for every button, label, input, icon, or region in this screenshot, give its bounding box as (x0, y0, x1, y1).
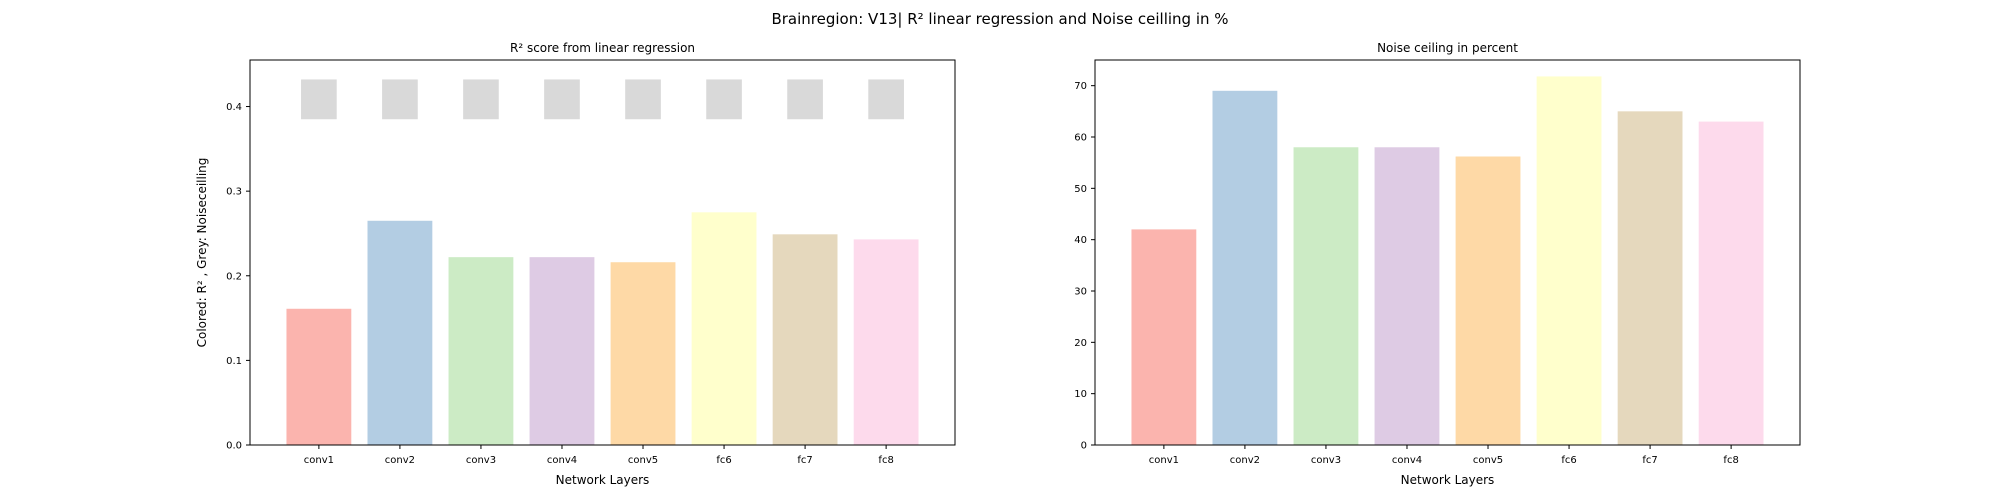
r2-ytick-label: 0.2 (226, 271, 242, 282)
r2-xtick-label-fc7: fc7 (797, 455, 812, 466)
nc-ytick-label: 40 (1074, 235, 1087, 246)
nc-ytick-label: 50 (1074, 184, 1087, 195)
r2-noise-ceiling-conv3 (463, 79, 499, 120)
r2-chart: R² score from linear regression conv1 conv… (195, 41, 956, 487)
r2-y-axis-label: Colored: R² , Grey: Noiseceilling (195, 158, 209, 348)
nc-x-axis-label: Network Layers (1401, 473, 1495, 487)
r2-xtick-label-conv4: conv4 (547, 455, 577, 466)
r2-bar-conv1 (286, 308, 352, 445)
nc-bar-conv5 (1455, 156, 1521, 446)
nc-ytick-label: 0 (1081, 441, 1087, 452)
r2-bar-fc8 (853, 239, 919, 445)
r2-xtick-label-conv2: conv2 (385, 455, 415, 466)
nc-xtick-label-conv3: conv3 (1311, 455, 1341, 466)
nc-ytick-label: 30 (1074, 287, 1087, 298)
r2-ytick-label: 0.3 (226, 187, 242, 198)
nc-bar-conv2 (1212, 90, 1278, 446)
r2-noise-ceiling-conv1 (301, 79, 337, 120)
nc-xtick-label-conv1: conv1 (1149, 455, 1179, 466)
nc-axes-frame (1094, 59, 1801, 446)
r2-bar-conv3 (448, 257, 514, 445)
r2-noise-ceiling-fc8 (868, 79, 904, 120)
nc-xtick-label-fc8: fc8 (1723, 455, 1738, 466)
nc-bar-fc6 (1536, 76, 1602, 445)
r2-xtick-label-conv3: conv3 (466, 455, 496, 466)
r2-noise-ceiling-fc6 (706, 79, 742, 120)
r2-noise-ceiling-conv5 (625, 79, 661, 120)
nc-ytick-label: 20 (1074, 338, 1087, 349)
r2-bar-conv2 (367, 220, 433, 445)
r2-ytick-label: 0.4 (226, 102, 242, 113)
nc-bar-conv4 (1374, 147, 1440, 445)
r2-bar-fc6 (691, 212, 757, 445)
nc-xtick-label-conv2: conv2 (1230, 455, 1260, 466)
r2-xtick-label-conv5: conv5 (628, 455, 658, 466)
figure-title: Brainregion: V13| R² linear regression a… (771, 10, 1228, 28)
r2-xtick-label-fc8: fc8 (878, 455, 893, 466)
nc-ytick-label: 70 (1074, 81, 1087, 92)
nc-xtick-label-conv5: conv5 (1473, 455, 1503, 466)
nc-xtick-label-fc6: fc6 (1561, 455, 1576, 466)
nc-bar-fc8 (1698, 121, 1764, 445)
r2-chart-title: R² score from linear regression (510, 41, 695, 55)
r2-axes-frame (249, 59, 956, 446)
nc-ytick-label: 10 (1074, 389, 1087, 400)
nc-xtick-label-conv4: conv4 (1392, 455, 1422, 466)
r2-bar-conv4 (529, 257, 595, 445)
nc-ytick-label: 60 (1074, 133, 1087, 144)
nc-bar-fc7 (1617, 111, 1683, 445)
r2-bar-conv5 (610, 262, 676, 445)
r2-noise-ceiling-conv2 (382, 79, 418, 120)
nc-bar-conv1 (1131, 229, 1197, 445)
r2-bar-fc7 (772, 234, 838, 445)
r2-ytick-label: 0.0 (226, 441, 242, 452)
r2-noise-ceiling-conv4 (544, 79, 580, 120)
nc-chart-title: Noise ceiling in percent (1377, 41, 1518, 55)
nc-xtick-label-fc7: fc7 (1642, 455, 1657, 466)
r2-x-axis-label: Network Layers (556, 473, 650, 487)
noise-ceiling-chart: Noise ceiling in percent conv1 conv2 conv3 c… (1074, 41, 1801, 487)
r2-xtick-label-conv1: conv1 (304, 455, 334, 466)
r2-noise-ceiling-fc7 (787, 79, 823, 120)
r2-ytick-label: 0.1 (226, 356, 242, 367)
nc-bar-conv3 (1293, 147, 1359, 445)
r2-xtick-label-fc6: fc6 (716, 455, 731, 466)
